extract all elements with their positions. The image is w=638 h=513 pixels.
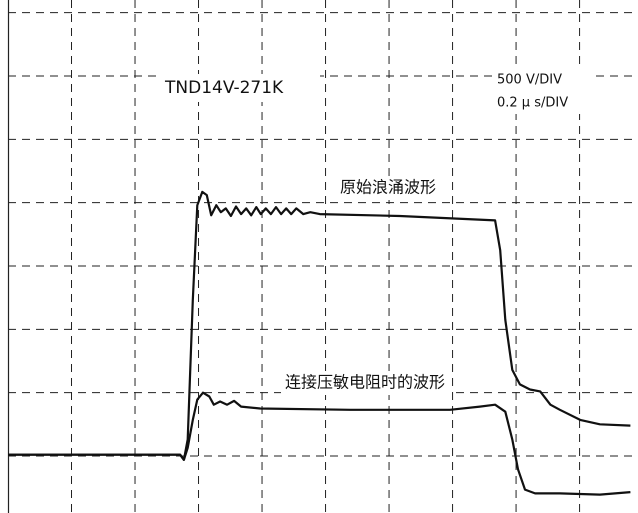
label-bg: [160, 74, 320, 102]
grid: [8, 0, 638, 513]
label-bg: [336, 176, 440, 200]
waveform: [8, 190, 631, 461]
label-bg: [281, 371, 451, 395]
volt-scale: 500 V/DIV: [497, 73, 562, 88]
time-scale: 0.2 μ s/DIV: [497, 96, 568, 111]
device-label: TND14V-271K: [164, 78, 284, 98]
varistor-wave-label: 连接压敏电阻时的波形: [285, 373, 445, 392]
scale-bg: [492, 66, 592, 114]
waveforms: [8, 190, 631, 496]
waveform: [8, 391, 631, 496]
original-wave-label: 原始浪涌波形: [340, 178, 436, 197]
